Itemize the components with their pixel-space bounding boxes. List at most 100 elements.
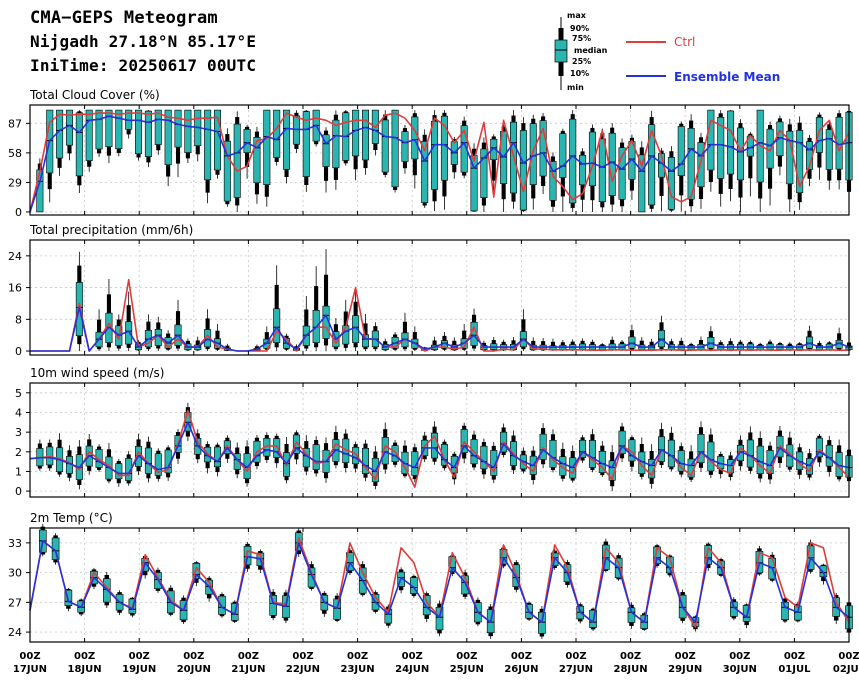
- box-iqr: [470, 155, 478, 212]
- x-hour-label: 00Z: [19, 651, 40, 662]
- y-tick-label: 3: [15, 426, 22, 439]
- box-iqr: [56, 109, 64, 159]
- box-iqr: [667, 157, 675, 210]
- box-iqr: [653, 546, 661, 564]
- x-hour-label: 00Z: [456, 651, 477, 662]
- box-iqr: [539, 433, 547, 460]
- y-tick-label: 5: [15, 387, 22, 400]
- x-hour-label: 00Z: [675, 651, 696, 662]
- box-iqr: [273, 308, 281, 344]
- box-iqr: [218, 595, 226, 615]
- x-hour-label: 00Z: [129, 651, 150, 662]
- box-iqr: [529, 123, 537, 185]
- y-tick-label: 1: [15, 465, 22, 478]
- box-iqr: [154, 109, 162, 145]
- y-tick-label: 0: [15, 485, 22, 498]
- x-hour-label: 00Z: [511, 651, 532, 662]
- box-iqr: [825, 129, 833, 170]
- box-iqr: [253, 137, 261, 184]
- box-iqr: [144, 110, 152, 157]
- y-tick-label: 24: [8, 626, 22, 639]
- x-date-label: 28JUN: [614, 664, 648, 675]
- panel-title: Total Cloud Cover (%): [29, 88, 160, 102]
- box-iqr: [819, 565, 828, 578]
- ensemble-mean-line: [29, 115, 850, 213]
- legend-mean-label: Ensemble Mean: [674, 70, 780, 84]
- x-date-label: 26JUN: [504, 664, 538, 675]
- box-iqr: [490, 138, 498, 161]
- legend-box-label: 25%: [572, 57, 591, 66]
- box-iqr: [707, 441, 715, 472]
- box-iqr: [519, 130, 527, 211]
- ensemble-mean-line: [29, 421, 850, 475]
- box-iqr: [233, 123, 241, 198]
- ctrl-series-line: [30, 278, 849, 352]
- y-tick-label: 87: [8, 117, 22, 130]
- box-iqr: [598, 138, 606, 202]
- box-iqr: [697, 142, 705, 188]
- box-iqr: [352, 109, 360, 157]
- box-iqr: [549, 439, 557, 468]
- x-hour-label: 00Z: [347, 651, 368, 662]
- box-iqr: [480, 445, 488, 470]
- x-hour-label: 00Z: [238, 651, 259, 662]
- y-tick-label: 24: [8, 250, 22, 263]
- y-tick-label: 0: [15, 206, 22, 219]
- legend-box-label: min: [567, 83, 584, 92]
- y-tick-label: 2: [15, 446, 22, 459]
- x-hour-label: 00Z: [620, 651, 641, 662]
- box-iqr: [411, 116, 419, 160]
- panel-frame: [29, 239, 850, 356]
- panel-frame: [29, 382, 850, 498]
- box-iqr: [422, 595, 431, 616]
- box-iqr: [164, 109, 172, 166]
- box-iqr: [559, 133, 567, 178]
- box-iqr: [588, 440, 596, 468]
- box-iqr: [361, 334, 370, 348]
- box-iqr: [638, 154, 646, 213]
- box-iqr: [273, 438, 281, 458]
- x-date-label: 25JUN: [450, 664, 484, 675]
- box-iqr: [391, 109, 399, 188]
- panel-frame: [29, 104, 850, 216]
- y-tick-label: 8: [15, 313, 22, 326]
- x-date-label: 30JUN: [723, 664, 757, 675]
- x-date-label: 19JUN: [122, 664, 156, 675]
- init-time-label: IniTime: 20250617 00UTC: [30, 56, 257, 75]
- legend-box-iqr: [554, 39, 568, 63]
- box-iqr: [263, 109, 271, 185]
- box-iqr: [115, 109, 123, 150]
- box-iqr: [184, 109, 192, 153]
- box-iqr: [697, 434, 705, 464]
- location-label: Nijgadh 27.18°N 85.17°E: [30, 32, 257, 51]
- box-iqr: [223, 140, 231, 202]
- box-iqr: [391, 445, 399, 463]
- box-iqr: [85, 109, 93, 161]
- ctrl-series-line: [29, 409, 850, 489]
- x-hour-label: 00Z: [565, 651, 586, 662]
- y-tick-label: 33: [8, 537, 22, 550]
- panel-3: 10m wind speed (m/s) 0 1 2 3 4 5: [15, 366, 853, 498]
- y-tick-label: 16: [8, 282, 22, 295]
- x-date-label: 18JUN: [68, 664, 102, 675]
- box-iqr: [307, 567, 316, 588]
- x-date-label: 29JUN: [668, 664, 702, 675]
- x-hour-label: 00Z: [402, 651, 423, 662]
- box-iqr: [381, 437, 389, 465]
- x-hour-label: 00Z: [74, 651, 95, 662]
- box-iqr: [243, 129, 251, 153]
- x-hour-label: 00Z: [292, 651, 313, 662]
- x-date-label: 20JUN: [177, 664, 211, 675]
- x-hour-label: 00Z: [838, 651, 859, 662]
- box-iqr: [75, 112, 83, 177]
- panel-title: 2m Temp (°C): [30, 511, 113, 525]
- box-iqr: [381, 119, 389, 173]
- y-tick-label: 4: [15, 406, 22, 419]
- box-iqr: [64, 589, 73, 606]
- panel-1: Total Cloud Cover (%) 0 29 58 87: [8, 88, 853, 219]
- box-iqr: [460, 429, 468, 453]
- box-iqr: [361, 448, 370, 474]
- y-tick-label: 30: [8, 567, 22, 580]
- panel-4: 2m Temp (°C) 24 27 30 33: [8, 511, 853, 643]
- box-iqr: [361, 109, 370, 161]
